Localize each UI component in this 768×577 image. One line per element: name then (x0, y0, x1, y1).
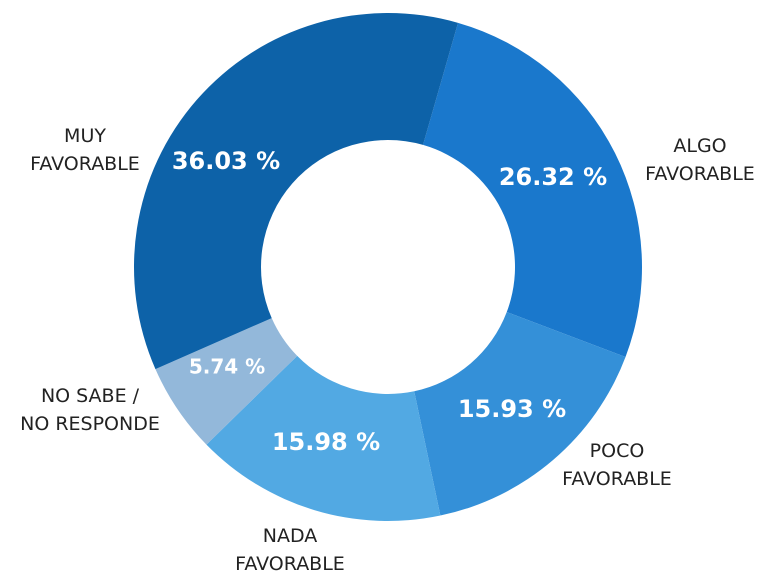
category-label: ALGO FAVORABLE (645, 135, 755, 185)
category-label-line: FAVORABLE (562, 468, 672, 490)
category-label-line: FAVORABLE (645, 163, 755, 185)
value-label: 36.03 % (172, 147, 280, 175)
category-label: NO SABE / NO RESPONDE (20, 385, 160, 435)
category-label: POCO FAVORABLE (562, 440, 672, 490)
category-label-line: NADA (263, 525, 318, 547)
value-label: 15.98 % (272, 428, 380, 456)
category-label-line: MUY (64, 125, 106, 147)
slice (134, 12, 459, 370)
category-label-line: NO SABE / (41, 385, 140, 407)
slice (155, 318, 298, 445)
category-label-line: POCO (590, 440, 645, 462)
value-label: 26.32 % (499, 163, 607, 191)
category-label-line: FAVORABLE (235, 553, 345, 575)
category-label-line: NO RESPONDE (20, 413, 160, 435)
slice (414, 311, 626, 516)
value-label: 15.93 % (458, 395, 566, 423)
category-label-line: ALGO (673, 135, 726, 157)
slice (206, 355, 441, 521)
slice (423, 22, 642, 357)
category-label-line: FAVORABLE (30, 153, 140, 175)
category-label: NADA FAVORABLE (235, 525, 345, 575)
value-label: 5.74 % (189, 355, 265, 379)
category-label: MUY FAVORABLE (30, 125, 140, 175)
